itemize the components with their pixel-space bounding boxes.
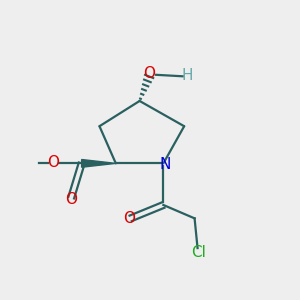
Text: O: O: [65, 191, 77, 206]
Text: O: O: [123, 212, 135, 226]
Text: Cl: Cl: [191, 245, 206, 260]
Polygon shape: [82, 160, 116, 167]
Text: H: H: [182, 68, 193, 83]
Text: O: O: [143, 66, 155, 81]
Text: O: O: [47, 155, 59, 170]
Text: N: N: [159, 158, 170, 172]
